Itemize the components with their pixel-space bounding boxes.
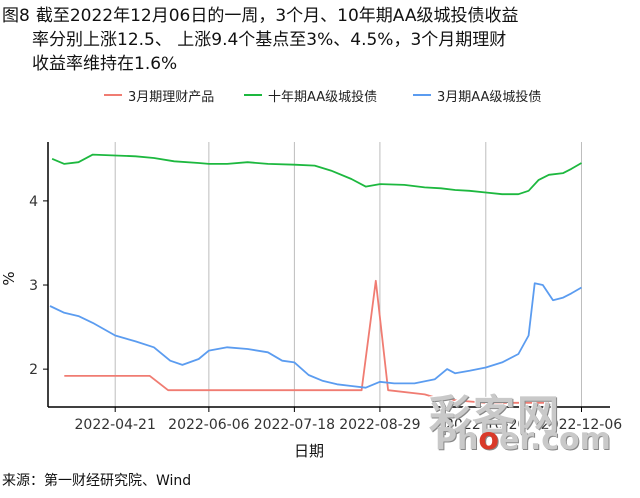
series-line-wealth-3m (64, 279, 549, 404)
legend-item-aa-10y: 十年期AA级城投债 (244, 84, 377, 106)
y-tick-label-2: 4 (29, 194, 38, 210)
source-note: 来源：第一财经研究院、Wind (2, 473, 192, 489)
title-line-2: 率分别上涨12.5、 上涨9.4个基点至3%、4.5%，3个月期理财 (32, 30, 507, 50)
x-tick-label-5: 2022-12-06 (541, 417, 622, 433)
legend-label-wealth-3m: 3月期理财产品 (128, 89, 215, 105)
x-tick-label-4: 2022-10-20 (445, 417, 526, 433)
x-tick-label-1: 2022-06-06 (168, 417, 249, 433)
series-line-aa-3m (49, 282, 582, 389)
figure-number: 图8 (2, 6, 30, 26)
legend-item-wealth-3m: 3月期理财产品 (104, 84, 214, 106)
series-line-aa-10y (51, 153, 582, 196)
x-tick-label-0: 2022-04-21 (75, 417, 156, 433)
title-line-1: 图8 截至2022年12月06日的一周，3个月、10年期AA级城投债收益 (2, 4, 638, 28)
y-axis-title: % (0, 271, 18, 285)
legend: 3月期理财产品 十年期AA级城投债 3月期AA级城投债 (0, 84, 640, 106)
legend-label-aa-3m: 3月期AA级城投债 (437, 89, 542, 105)
legend-item-aa-3m: 3月期AA级城投债 (413, 84, 541, 106)
legend-swatch-aa-3m (413, 94, 431, 96)
legend-swatch-aa-10y (244, 94, 262, 96)
y-tick-label-0: 2 (29, 362, 38, 378)
y-tick-label-1: 3 (29, 278, 38, 294)
title-text-1: 截至2022年12月06日的一周，3个月、10年期AA级城投债收益 (35, 6, 519, 26)
chart-title: 图8 截至2022年12月06日的一周，3个月、10年期AA级城投债收益 率分别上… (2, 4, 638, 76)
x-tick-label-3: 2022-08-29 (339, 417, 420, 433)
x-axis-title: 日期 (294, 442, 324, 460)
title-line-3: 收益率维持在1.6% (32, 54, 178, 74)
legend-label-aa-10y: 十年期AA级城投债 (268, 89, 378, 105)
x-tick-label-2: 2022-07-18 (254, 417, 335, 433)
legend-swatch-wealth-3m (104, 94, 122, 96)
